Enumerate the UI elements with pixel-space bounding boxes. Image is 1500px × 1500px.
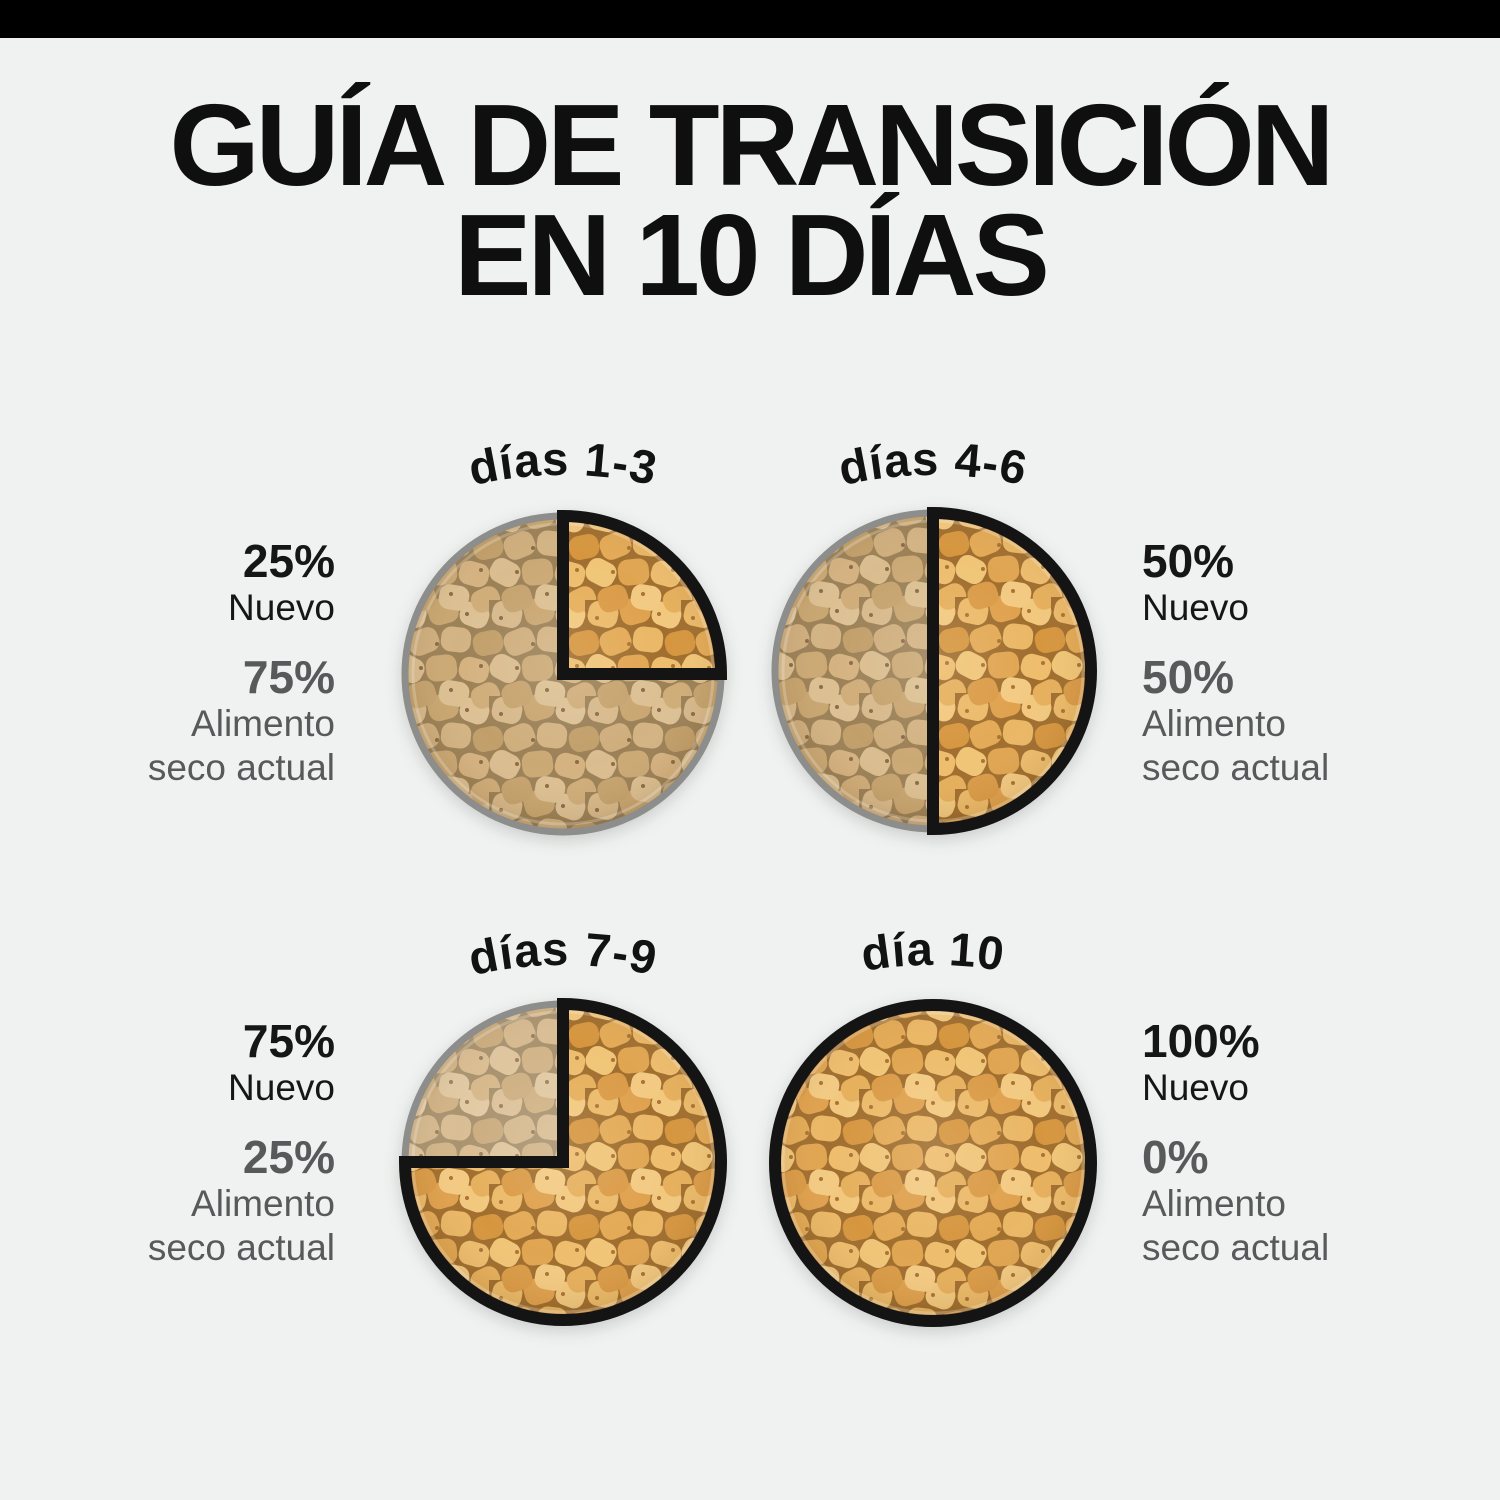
svg-text:días 4-6: días 4-6 (834, 432, 1032, 495)
kibble-bowl-days-1-3 (401, 509, 728, 836)
new-food-name: Nuevo (228, 587, 335, 628)
day-label-days-4-6: días 4-6 (834, 432, 1032, 495)
stage-2-labels: 50% Nuevo 50% Alimento seco actual (1142, 536, 1442, 790)
old-food-percent: 25% (242, 1131, 335, 1183)
kibble-bowl-days-4-6 (771, 506, 1097, 836)
old-food-name-line1: Alimento (191, 1183, 335, 1224)
new-food-name: Nuevo (1142, 587, 1249, 628)
old-food-name-line1: Alimento (1142, 703, 1286, 744)
old-food-percent: 75% (242, 651, 335, 703)
stage-4-labels: 100% Nuevo 0% Alimento seco actual (1142, 1016, 1442, 1270)
old-food-name-line2: seco actual (1142, 1227, 1330, 1268)
new-food-percent: 100% (1142, 1015, 1260, 1067)
new-food-name: Nuevo (1142, 1067, 1249, 1108)
title-line-1: GUÍA DE TRANSICIÓN (169, 80, 1334, 210)
svg-text:día 10: día 10 (858, 922, 1008, 981)
day-label-days-7-9: días 7-9 (464, 922, 662, 985)
old-food-name-line2: seco actual (147, 1227, 335, 1268)
old-food-name-line2: seco actual (147, 747, 335, 788)
old-food-name-line2: seco actual (1142, 747, 1330, 788)
new-food-percent: 75% (242, 1015, 335, 1067)
new-food-percent: 25% (242, 535, 335, 587)
old-food-name-line1: Alimento (1142, 1183, 1286, 1224)
top-black-bar (0, 0, 1500, 38)
title-line-2: EN 10 DÍAS (454, 190, 1050, 320)
day-label-day-10: día 10 (858, 922, 1008, 981)
kibble-bowl-day-10 (769, 999, 1097, 1327)
page-title: GUÍA DE TRANSICIÓN EN 10 DÍAS (0, 80, 1500, 320)
day-label-days-1-3: días 1-3 (464, 432, 662, 495)
stage-1-labels: 25% Nuevo 75% Alimento seco actual (65, 536, 335, 790)
old-food-percent: 50% (1142, 651, 1235, 703)
svg-text:días 1-3: días 1-3 (464, 432, 662, 495)
kibble-bowl-days-7-9 (398, 997, 727, 1326)
new-food-name: Nuevo (228, 1067, 335, 1108)
new-food-percent: 50% (1142, 535, 1235, 587)
old-food-name-line1: Alimento (191, 703, 335, 744)
stage-3-labels: 75% Nuevo 25% Alimento seco actual (65, 1016, 335, 1270)
svg-text:días 7-9: días 7-9 (464, 922, 662, 985)
old-food-percent: 0% (1142, 1131, 1209, 1183)
